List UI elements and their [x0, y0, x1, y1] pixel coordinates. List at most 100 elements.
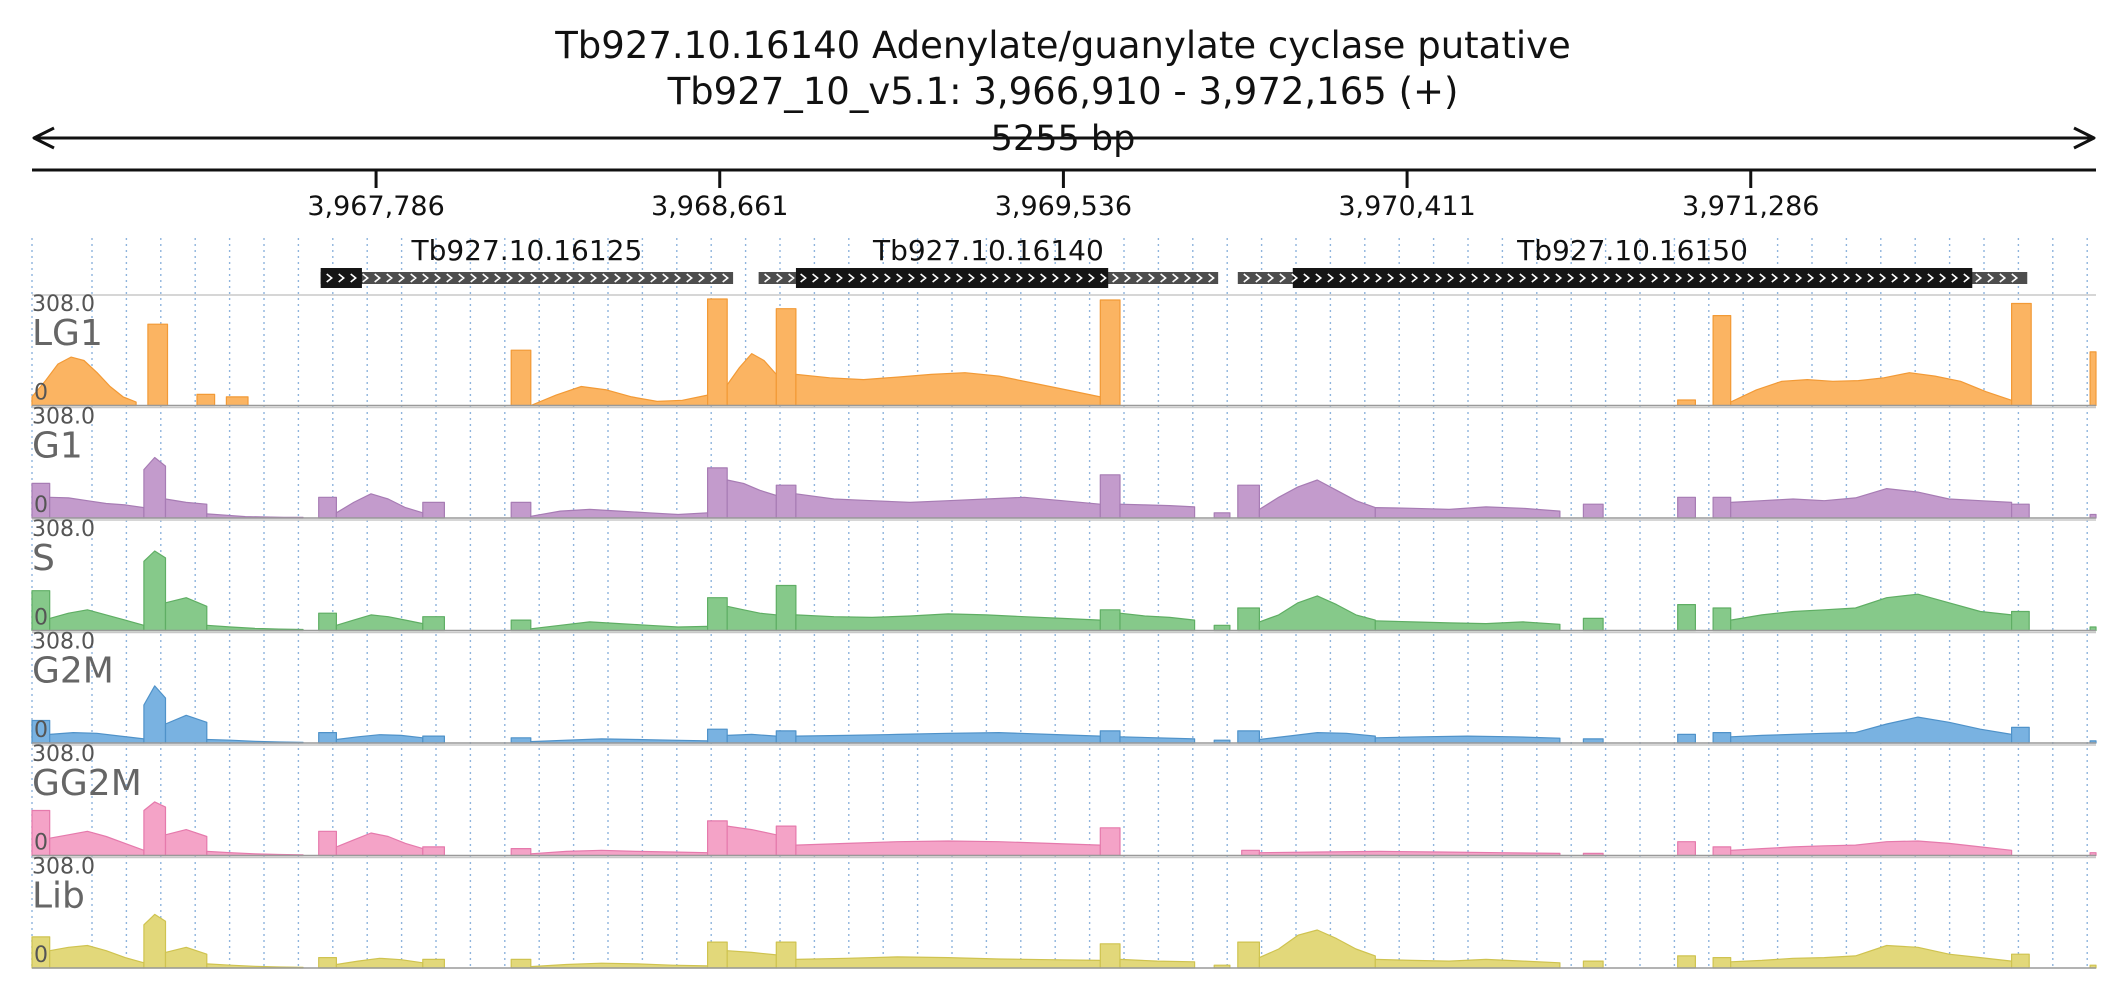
- coverage-segment: [335, 614, 424, 632]
- coverage-segment: [510, 501, 532, 519]
- track-ymax-label: 308.0: [32, 292, 95, 317]
- track-name-label: GG2M: [32, 763, 142, 804]
- coverage-segment: [530, 508, 709, 519]
- coverage-segment: [775, 484, 797, 519]
- coverage-segment: [707, 467, 728, 519]
- coverage-segment: [1730, 840, 2013, 857]
- gene-strand-chevrons: [326, 273, 729, 283]
- coverage-segment: [422, 616, 445, 632]
- track-name-label: S: [32, 538, 55, 579]
- coverage-segment: [1677, 604, 1696, 632]
- coverage-segment: [530, 849, 709, 857]
- gene-strand-chevrons: [764, 273, 1215, 283]
- track-ymin-label: 0: [34, 943, 48, 968]
- coverage-segment: [1258, 479, 1376, 519]
- coverage-segment: [1582, 960, 1604, 969]
- span-arrow-left-head: [32, 126, 55, 150]
- track-name-label: LG1: [32, 313, 103, 354]
- coverage-segment: [707, 298, 728, 407]
- coverage-segment: [1712, 315, 1732, 407]
- coverage-segment: [335, 832, 424, 857]
- coverage-segment: [335, 493, 424, 519]
- coverage-segment: [1099, 827, 1121, 857]
- track-ymax-label: 308.0: [32, 517, 95, 542]
- coverage-segment: [795, 840, 1101, 857]
- coverage-segment: [1730, 372, 2013, 407]
- coverage-segment: [1730, 716, 2013, 744]
- coverage-segment: [1237, 484, 1260, 519]
- coverage-segment: [1119, 958, 1196, 969]
- track-name-label: Lib: [32, 876, 85, 917]
- coverage-segment: [1582, 617, 1604, 632]
- coverage-segment: [1099, 299, 1121, 407]
- coverage-segment: [1712, 957, 1732, 969]
- coverage-segment: [49, 944, 145, 969]
- track-name-label: G2M: [32, 651, 114, 692]
- track-ymin-label: 0: [34, 381, 48, 406]
- span-arrow-right-head: [2073, 126, 2096, 150]
- coverage-segment: [422, 735, 445, 744]
- coverage-segment: [2011, 302, 2032, 407]
- track-ymax-label: 308.0: [32, 855, 95, 880]
- coverage-segment: [143, 685, 167, 744]
- coverage-segment: [318, 830, 337, 857]
- coverage-segment: [49, 830, 145, 857]
- coverage-segment: [1241, 849, 1260, 857]
- coverage-segment: [726, 605, 777, 632]
- coverage-segment: [225, 396, 249, 407]
- x-tick-label: 3,968,661: [651, 191, 788, 222]
- gene-cds-bar: [320, 268, 362, 288]
- x-tick-label: 3,970,411: [1338, 191, 1475, 222]
- coverage-segment: [164, 946, 208, 969]
- coverage-segment: [707, 728, 728, 744]
- track-ymin-label: 0: [34, 718, 48, 743]
- x-tick-label: 3,969,536: [995, 191, 1132, 222]
- coverage-segment: [164, 829, 208, 857]
- coverage-segment: [318, 732, 337, 744]
- coverage-segment: [2011, 503, 2030, 519]
- chart-subtitle: Tb927_10_v5.1: 3,966,910 - 3,972,165 (+): [667, 70, 1459, 113]
- coverage-segment: [707, 820, 728, 857]
- coverage-segment: [2089, 351, 2097, 407]
- coverage-segment: [1213, 624, 1231, 632]
- coverage-segment: [726, 950, 777, 969]
- coverage-segment: [775, 730, 797, 744]
- coverage-segment: [49, 609, 145, 632]
- coverage-segment: [1237, 730, 1260, 744]
- coverage-segment: [335, 957, 424, 969]
- coverage-segment: [530, 621, 709, 632]
- coverage-segment: [1677, 841, 1696, 857]
- coverage-segment: [1258, 732, 1376, 744]
- coverage-segment: [422, 846, 445, 857]
- coverage-segment: [143, 801, 167, 857]
- coverage-segment: [143, 550, 167, 632]
- coverage-segment: [1258, 929, 1376, 969]
- coverage-segment: [726, 479, 777, 519]
- chart-title: Tb927.10.16140 Adenylate/guanylate cycla…: [555, 24, 1571, 67]
- x-tick-label: 3,971,286: [1682, 191, 1819, 222]
- coverage-segment: [1677, 399, 1696, 407]
- coverage-segment: [1258, 595, 1376, 632]
- coverage-segment: [510, 619, 532, 632]
- coverage-segment: [775, 941, 797, 969]
- coverage-segment: [335, 734, 424, 744]
- coverage-segment: [1119, 503, 1196, 519]
- coverage-segment: [1099, 943, 1121, 969]
- coverage-segment: [1677, 955, 1696, 969]
- track-ymax-label: 308.0: [32, 742, 95, 767]
- coverage-segment: [1237, 607, 1260, 632]
- coverage-segment: [318, 957, 337, 969]
- coverage-segment: [510, 848, 532, 857]
- coverage-segment: [1712, 496, 1732, 519]
- gene-label: Tb927.10.16140: [872, 234, 1104, 267]
- track-ymax-label: 308.0: [32, 405, 95, 430]
- coverage-segment: [206, 624, 304, 632]
- track-ymin-label: 0: [34, 493, 48, 518]
- coverage-segment: [1677, 496, 1696, 519]
- coverage-segment: [318, 496, 337, 519]
- coverage-segment: [2011, 726, 2030, 744]
- coverage-segment: [510, 349, 532, 407]
- coverage-segment: [1712, 732, 1732, 744]
- coverage-segment: [164, 597, 208, 632]
